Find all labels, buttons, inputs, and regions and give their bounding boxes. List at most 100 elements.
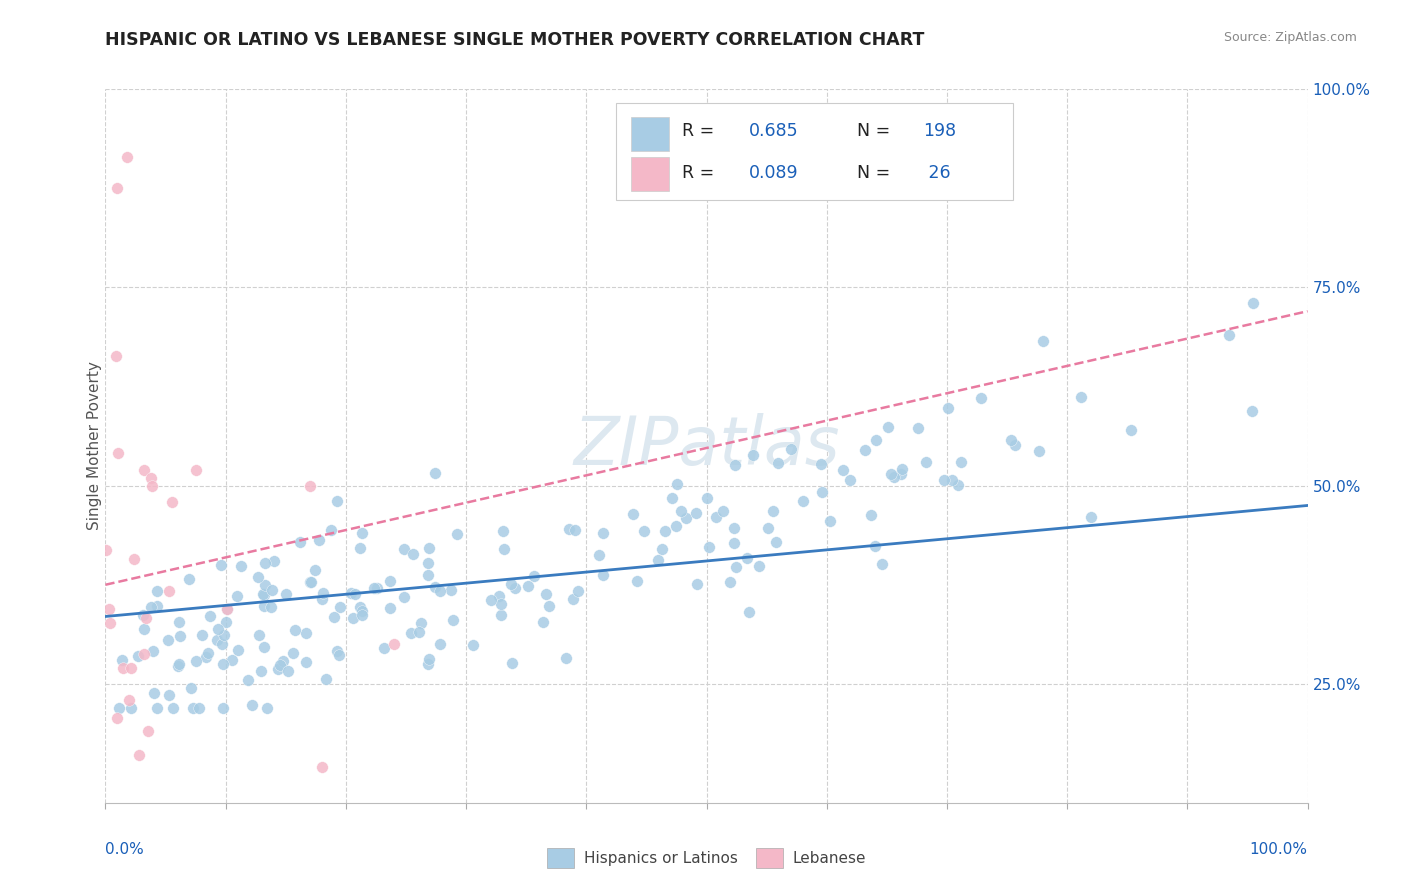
Point [537,599,560,614]
Point [236,673,259,688]
Point [647,553,669,567]
Point [256,700,278,714]
Point [567,584,589,599]
Point [262,582,284,597]
Point [124,552,146,566]
Text: ZIPatlas: ZIPatlas [574,413,839,479]
Point [179,572,201,586]
Point [132,463,155,477]
Point [661,491,683,505]
Point [132,622,155,636]
Point [156,632,179,647]
Text: 26: 26 [922,164,950,182]
Point [132,648,155,662]
Point [853,442,876,457]
Point [742,448,765,462]
Point [273,654,295,668]
Point [215,615,238,629]
Point [818,514,841,528]
Point [323,610,346,624]
Point [738,605,761,619]
Text: 0.089: 0.089 [748,164,799,182]
Point [269,658,291,673]
Text: N =: N = [856,122,896,140]
Point [162,700,184,714]
Point [735,551,758,566]
Point [329,600,352,615]
Point [416,556,439,570]
Point [136,724,159,739]
Point [295,626,318,640]
Point [890,467,912,482]
Point [169,629,191,643]
Point [253,588,276,602]
Point [711,504,734,518]
Point [1080,510,1102,524]
Point [723,536,745,550]
Point [328,648,350,662]
Point [135,610,157,624]
Point [718,575,741,590]
Point [948,478,970,492]
Point [373,640,395,655]
Point [108,700,131,714]
Point [441,614,464,628]
Point [429,637,451,651]
Point [380,574,402,588]
Text: 0.685: 0.685 [748,122,799,140]
Point [704,510,727,524]
Point [120,700,142,714]
Point [531,615,554,629]
Point [534,587,557,601]
Point [439,583,461,598]
Point [724,458,747,472]
Point [505,581,527,595]
Point [250,664,273,678]
Point [1070,390,1092,404]
Point [418,652,440,666]
Point [941,473,963,487]
Point [211,637,233,651]
Point [191,628,214,642]
Point [294,655,316,669]
Point [326,493,349,508]
Point [212,700,235,714]
Point [382,637,405,651]
Point [936,401,959,415]
Point [557,522,579,536]
Point [340,586,363,600]
Point [252,587,274,601]
Point [501,657,523,671]
Point [1004,437,1026,451]
Point [145,700,167,714]
Point [1240,404,1263,418]
Point [254,556,277,570]
Point [132,608,155,623]
Point [350,604,373,618]
Point [877,419,900,434]
Point [408,624,430,639]
Bar [631,157,669,191]
Point [207,622,229,636]
Point [326,644,349,658]
Point [352,607,374,622]
Point [167,657,190,672]
Point [221,653,243,667]
Point [184,654,207,668]
Point [298,574,321,589]
Text: 198: 198 [922,122,956,140]
Point [425,580,447,594]
Point [780,442,803,456]
Point [228,643,250,657]
Point [392,542,415,557]
Point [724,559,747,574]
Point [765,534,787,549]
Point [949,455,972,469]
Point [142,644,165,658]
Point [197,646,219,660]
Point [863,539,886,553]
Point [142,685,165,699]
Point [588,548,610,562]
Legend: Hispanics or Latinos, Lebanese: Hispanics or Latinos, Lebanese [541,842,872,873]
Point [488,590,510,604]
